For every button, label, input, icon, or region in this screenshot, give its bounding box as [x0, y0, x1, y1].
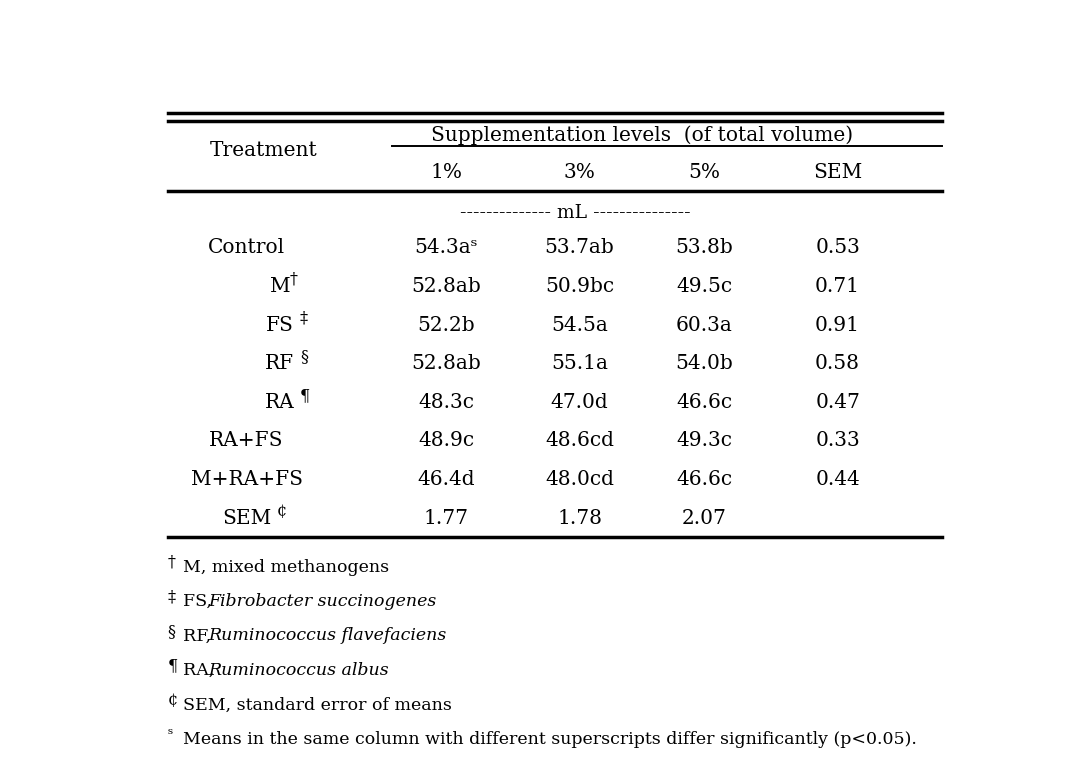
Text: Control: Control: [208, 239, 286, 257]
Text: ¢: ¢: [277, 503, 287, 520]
Text: 0.71: 0.71: [815, 277, 860, 296]
Text: Fibrobacter succinogenes: Fibrobacter succinogenes: [208, 593, 437, 610]
Text: FS: FS: [266, 316, 294, 334]
Text: M+RA+FS: M+RA+FS: [190, 470, 303, 489]
Text: Ruminococcus albus: Ruminococcus albus: [208, 662, 389, 679]
Text: Ruminococcus flavefaciens: Ruminococcus flavefaciens: [208, 628, 447, 645]
Text: 5%: 5%: [688, 164, 721, 182]
Text: RF,: RF,: [183, 628, 216, 645]
Text: 3%: 3%: [564, 164, 595, 182]
Text: 49.5c: 49.5c: [677, 277, 732, 296]
Text: 1.78: 1.78: [557, 509, 603, 528]
Text: FS,: FS,: [183, 593, 217, 610]
Text: §: §: [168, 623, 175, 640]
Text: 46.4d: 46.4d: [418, 470, 475, 489]
Text: 0.44: 0.44: [815, 470, 860, 489]
Text: 0.47: 0.47: [815, 393, 860, 411]
Text: †: †: [168, 554, 175, 571]
Text: SEM, standard error of means: SEM, standard error of means: [183, 696, 451, 713]
Text: RA+FS: RA+FS: [209, 432, 284, 451]
Text: ¶: ¶: [168, 657, 178, 674]
Text: 53.7ab: 53.7ab: [545, 239, 614, 257]
Text: Treatment: Treatment: [209, 141, 317, 160]
Text: -------------- mL ---------------: -------------- mL ---------------: [460, 205, 691, 222]
Text: 48.6cd: 48.6cd: [546, 432, 614, 451]
Text: ˢ: ˢ: [168, 726, 173, 743]
Text: 53.8b: 53.8b: [676, 239, 734, 257]
Text: 52.8ab: 52.8ab: [411, 354, 481, 373]
Text: 54.5a: 54.5a: [551, 316, 608, 334]
Text: §: §: [300, 348, 308, 365]
Text: ¶: ¶: [300, 387, 310, 404]
Text: 1.77: 1.77: [424, 509, 469, 528]
Text: 50.9bc: 50.9bc: [545, 277, 614, 296]
Text: ‡: ‡: [300, 310, 308, 327]
Text: 0.33: 0.33: [815, 432, 860, 451]
Text: 52.2b: 52.2b: [418, 316, 475, 334]
Text: ‡: ‡: [168, 588, 176, 605]
Text: ¢: ¢: [168, 692, 178, 709]
Text: 46.6c: 46.6c: [677, 470, 732, 489]
Text: 48.3c: 48.3c: [419, 393, 475, 411]
Text: Supplementation levels  (of total volume): Supplementation levels (of total volume): [431, 126, 853, 145]
Text: M: M: [270, 277, 290, 296]
Text: RF: RF: [265, 354, 294, 373]
Text: 0.58: 0.58: [815, 354, 860, 373]
Text: 52.8ab: 52.8ab: [411, 277, 481, 296]
Text: M, mixed methanogens: M, mixed methanogens: [183, 558, 389, 575]
Text: 49.3c: 49.3c: [677, 432, 732, 451]
Text: 48.9c: 48.9c: [418, 432, 475, 451]
Text: 1%: 1%: [431, 164, 463, 182]
Text: SEM: SEM: [222, 509, 272, 528]
Text: RA: RA: [265, 393, 294, 411]
Text: Means in the same column with different superscripts differ significantly (p<0.0: Means in the same column with different …: [183, 731, 916, 748]
Text: 46.6c: 46.6c: [677, 393, 732, 411]
Text: RA,: RA,: [183, 662, 219, 679]
Text: 54.3aˢ: 54.3aˢ: [415, 239, 478, 257]
Text: SEM: SEM: [813, 164, 862, 182]
Text: 0.91: 0.91: [815, 316, 860, 334]
Text: 2.07: 2.07: [682, 509, 727, 528]
Text: 48.0cd: 48.0cd: [546, 470, 614, 489]
Text: †: †: [290, 271, 297, 288]
Text: 55.1a: 55.1a: [551, 354, 608, 373]
Text: 54.0b: 54.0b: [676, 354, 734, 373]
Text: 60.3a: 60.3a: [676, 316, 732, 334]
Text: 47.0d: 47.0d: [551, 393, 609, 411]
Text: 0.53: 0.53: [815, 239, 860, 257]
